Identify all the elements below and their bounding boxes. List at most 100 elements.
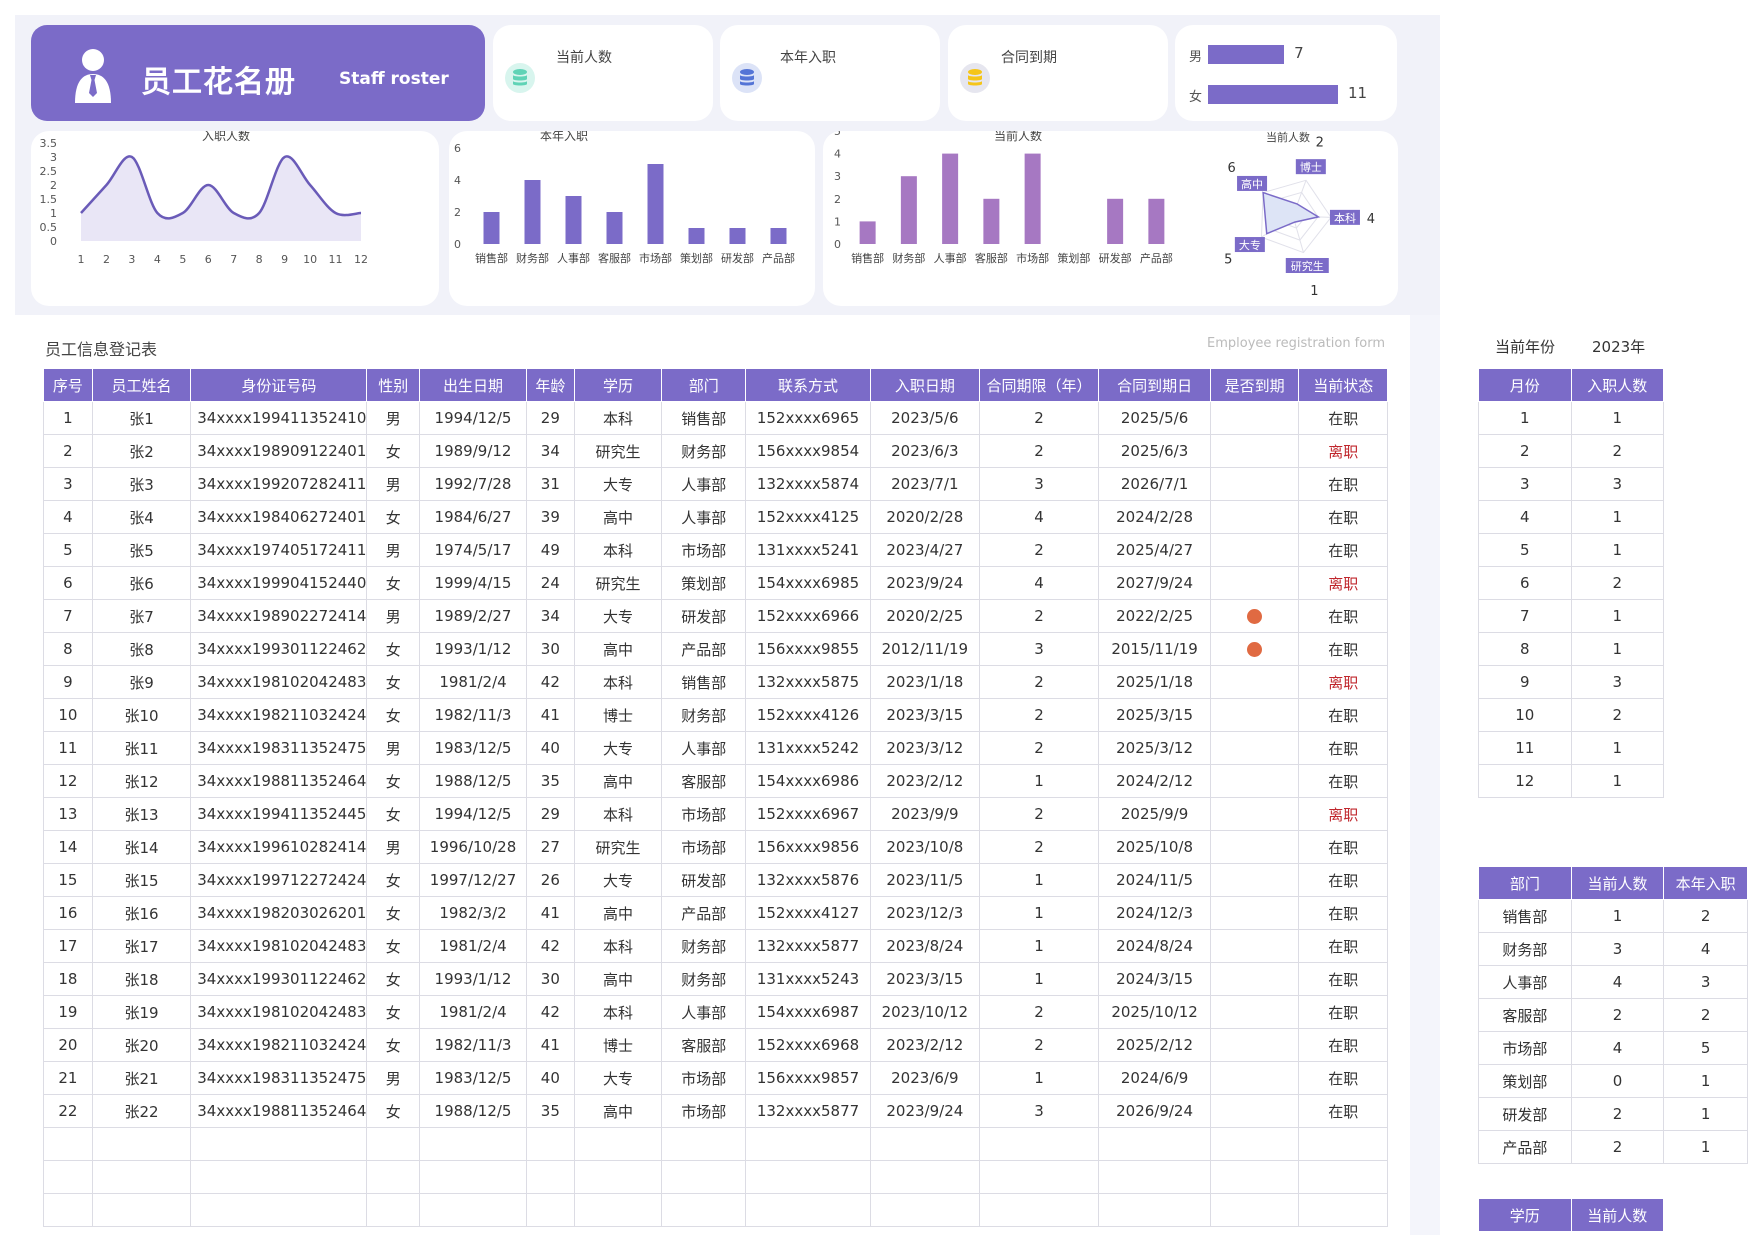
table-cell[interactable]: 1981/2/4 xyxy=(419,995,527,1029)
table-cell[interactable]: 张1 xyxy=(91,401,192,435)
table-cell[interactable]: 2024/8/24 xyxy=(1098,929,1211,963)
table-cell[interactable]: 本科 xyxy=(573,665,663,699)
table-cell[interactable]: 人事部 xyxy=(661,467,747,501)
table-cell[interactable]: 2025/10/12 xyxy=(1098,995,1211,1029)
table-cell[interactable]: 19 xyxy=(43,995,93,1029)
table-cell[interactable]: 博士 xyxy=(573,698,663,732)
table-cell[interactable]: 人事部 xyxy=(661,995,747,1029)
table-cell[interactable] xyxy=(525,1160,575,1194)
table-cell[interactable]: 在职 xyxy=(1298,1094,1388,1128)
table-cell[interactable]: 1 xyxy=(1570,632,1664,666)
table-cell[interactable]: 1 xyxy=(43,401,93,435)
table-cell[interactable]: 在职 xyxy=(1298,698,1388,732)
table-cell[interactable]: 0 xyxy=(1570,1064,1665,1098)
table-cell[interactable] xyxy=(1209,731,1300,765)
table-cell[interactable]: 31 xyxy=(525,467,575,501)
table-cell[interactable]: 152xxxx4125 xyxy=(745,500,871,534)
table-cell[interactable]: 156xxxx9857 xyxy=(745,1061,871,1095)
table-cell[interactable] xyxy=(1209,764,1300,798)
table-cell[interactable]: 2 xyxy=(978,797,1100,831)
table-cell[interactable] xyxy=(869,1193,980,1227)
table-cell[interactable]: 156xxxx9855 xyxy=(745,632,871,666)
table-cell[interactable]: 2023/5/6 xyxy=(869,401,980,435)
table-cell[interactable]: 2023/2/12 xyxy=(869,764,980,798)
table-cell[interactable] xyxy=(1209,797,1300,831)
current-year-value[interactable]: 2023年 xyxy=(1592,338,1646,356)
table-cell[interactable]: 张6 xyxy=(91,566,192,600)
table-cell[interactable]: 2 xyxy=(978,830,1100,864)
table-cell[interactable] xyxy=(1298,1193,1388,1227)
table-cell[interactable]: 1983/12/5 xyxy=(419,731,527,765)
table-cell[interactable]: 14 xyxy=(43,830,93,864)
table-cell[interactable]: 1 xyxy=(978,863,1100,897)
table-cell[interactable]: 2023/3/15 xyxy=(869,962,980,996)
table-cell[interactable]: 本科 xyxy=(573,929,663,963)
table-cell[interactable] xyxy=(1298,1160,1388,1194)
table-cell[interactable]: 本科 xyxy=(573,401,663,435)
table-cell[interactable]: 2025/4/27 xyxy=(1098,533,1211,567)
table-cell[interactable]: 女 xyxy=(366,566,421,600)
table-cell[interactable]: 客服部 xyxy=(661,1028,747,1062)
table-cell[interactable]: 1997/12/27 xyxy=(419,863,527,897)
table-cell[interactable]: 1989/9/12 xyxy=(419,434,527,468)
table-cell[interactable]: 在职 xyxy=(1298,599,1388,633)
table-cell[interactable]: 2024/12/3 xyxy=(1098,896,1211,930)
table-cell[interactable] xyxy=(1098,1160,1211,1194)
table-cell[interactable]: 34xxxx198102042483 xyxy=(190,929,368,963)
table-cell[interactable]: 在职 xyxy=(1298,1061,1388,1095)
table-cell[interactable]: 18 xyxy=(43,962,93,996)
table-cell[interactable]: 高中 xyxy=(573,632,663,666)
table-cell[interactable]: 大专 xyxy=(573,863,663,897)
table-cell[interactable]: 2 xyxy=(978,731,1100,765)
table-cell[interactable]: 高中 xyxy=(573,764,663,798)
table-cell[interactable]: 男 xyxy=(366,599,421,633)
column-header[interactable]: 学历 xyxy=(1478,1198,1572,1232)
table-cell[interactable]: 2012/11/19 xyxy=(869,632,980,666)
table-cell[interactable]: 2024/6/9 xyxy=(1098,1061,1211,1095)
table-cell[interactable]: 1 xyxy=(1570,401,1664,435)
table-cell[interactable] xyxy=(1209,1061,1300,1095)
table-cell[interactable]: 152xxxx6968 xyxy=(745,1028,871,1062)
table-cell[interactable]: 154xxxx6987 xyxy=(745,995,871,1029)
table-cell[interactable]: 2023/10/12 xyxy=(869,995,980,1029)
table-cell[interactable]: 2027/9/24 xyxy=(1098,566,1211,600)
table-cell[interactable]: 11 xyxy=(1478,731,1572,765)
column-header[interactable]: 当前状态 xyxy=(1298,368,1388,402)
table-cell[interactable]: 1988/12/5 xyxy=(419,764,527,798)
table-cell[interactable]: 41 xyxy=(525,1028,575,1062)
table-cell[interactable]: 2025/10/8 xyxy=(1098,830,1211,864)
table-cell[interactable] xyxy=(1209,500,1300,534)
table-cell[interactable]: 女 xyxy=(366,995,421,1029)
table-cell[interactable]: 131xxxx5241 xyxy=(745,533,871,567)
table-cell[interactable]: 1982/11/3 xyxy=(419,698,527,732)
table-cell[interactable]: 张19 xyxy=(91,995,192,1029)
table-cell[interactable]: 在职 xyxy=(1298,533,1388,567)
table-cell[interactable]: 离职 xyxy=(1298,665,1388,699)
table-cell[interactable] xyxy=(1209,1160,1300,1194)
table-cell[interactable]: 1981/2/4 xyxy=(419,665,527,699)
table-cell[interactable]: 研发部 xyxy=(661,863,747,897)
table-cell[interactable] xyxy=(1209,1028,1300,1062)
table-cell[interactable]: 2023/9/24 xyxy=(869,1094,980,1128)
table-cell[interactable]: 产品部 xyxy=(661,632,747,666)
table-cell[interactable]: 销售部 xyxy=(1478,899,1572,933)
table-cell[interactable]: 152xxxx4127 xyxy=(745,896,871,930)
table-cell[interactable]: 2020/2/25 xyxy=(869,599,980,633)
table-cell[interactable]: 2025/1/18 xyxy=(1098,665,1211,699)
table-cell[interactable]: 3 xyxy=(1478,467,1572,501)
table-cell[interactable] xyxy=(1209,863,1300,897)
table-cell[interactable]: 2025/6/3 xyxy=(1098,434,1211,468)
table-cell[interactable]: 34xxxx199411352410 xyxy=(190,401,368,435)
table-cell[interactable]: 2 xyxy=(978,599,1100,633)
table-cell[interactable]: 41 xyxy=(525,698,575,732)
table-cell[interactable]: 1 xyxy=(978,962,1100,996)
table-cell[interactable]: 研究生 xyxy=(573,566,663,600)
table-cell[interactable]: 30 xyxy=(525,632,575,666)
table-cell[interactable]: 2023/7/1 xyxy=(869,467,980,501)
table-cell[interactable] xyxy=(1209,467,1300,501)
table-cell[interactable]: 35 xyxy=(525,764,575,798)
table-cell[interactable] xyxy=(190,1160,368,1194)
table-cell[interactable]: 34 xyxy=(525,434,575,468)
table-cell[interactable]: 市场部 xyxy=(661,797,747,831)
table-cell[interactable] xyxy=(190,1193,368,1227)
